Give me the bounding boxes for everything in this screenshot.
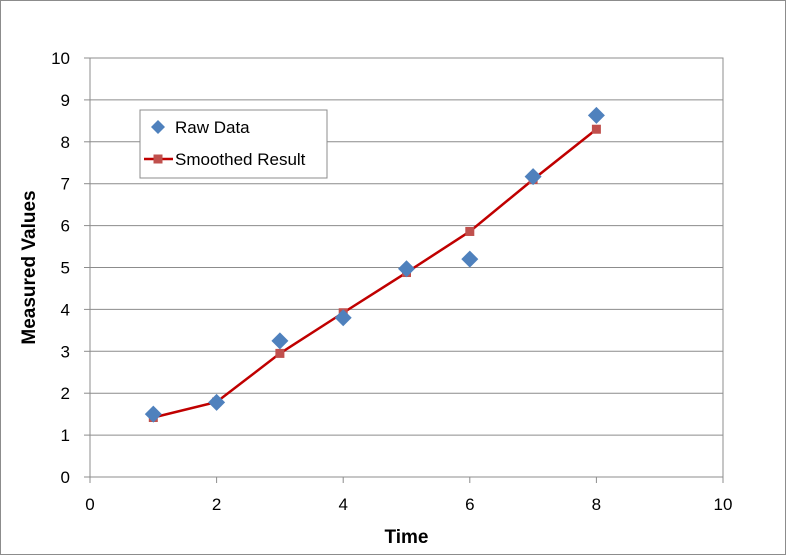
y-tick-label-1: 1 [61,426,70,445]
smoothed-point-6 [465,226,475,236]
series-raw-data [144,106,605,423]
raw-point-2 [208,393,226,411]
y-tick-label-10: 10 [51,49,70,68]
raw-point-4 [334,309,352,327]
y-tick-label-8: 8 [61,133,70,152]
y-tick-label-7: 7 [61,175,70,194]
legend-box [139,109,328,179]
x-tick-label-8: 8 [592,495,601,514]
raw-point-6 [461,250,479,268]
legend-label-raw-data: Raw Data [175,118,250,137]
x-tick-label-4: 4 [338,495,347,514]
smoothed-result-line [153,128,598,419]
x-tick-label-6: 6 [465,495,474,514]
y-tick-label-6: 6 [61,217,70,236]
raw-point-5 [398,260,415,278]
legend-raw-data-marker [151,120,165,134]
y-axis-title: Measured Values [19,190,40,344]
x-tick-label-2: 2 [212,495,221,514]
y-tick-label-9: 9 [61,91,70,110]
x-tick-label-0: 0 [85,495,94,514]
y-tick-label-0: 0 [61,468,70,487]
y-tick-label-5: 5 [61,259,70,278]
x-axis-title: Time [384,527,428,548]
legend-smoothed-marker [153,154,163,164]
raw-point-3 [271,332,289,350]
y-tick-label-2: 2 [61,384,70,403]
x-tick-label-10: 10 [714,495,733,514]
series-layer [144,106,605,423]
smoothed-point-3 [275,348,285,358]
raw-point-8 [587,106,605,124]
axes: 0 2 4 6 8 10 0 1 2 3 4 5 6 7 8 9 10 [51,49,732,514]
legend: Raw Data Smoothed Result [139,109,328,179]
raw-point-7 [524,168,542,186]
y-tick-label-4: 4 [61,300,70,319]
raw-point-1 [144,405,162,423]
y-tick-label-3: 3 [61,342,70,361]
legend-label-smoothed-result: Smoothed Result [175,150,306,169]
smoothed-point-8 [591,124,601,134]
